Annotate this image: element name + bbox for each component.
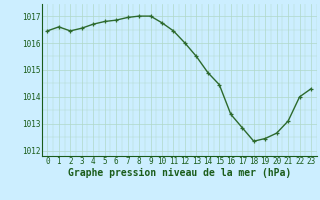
X-axis label: Graphe pression niveau de la mer (hPa): Graphe pression niveau de la mer (hPa): [68, 168, 291, 178]
